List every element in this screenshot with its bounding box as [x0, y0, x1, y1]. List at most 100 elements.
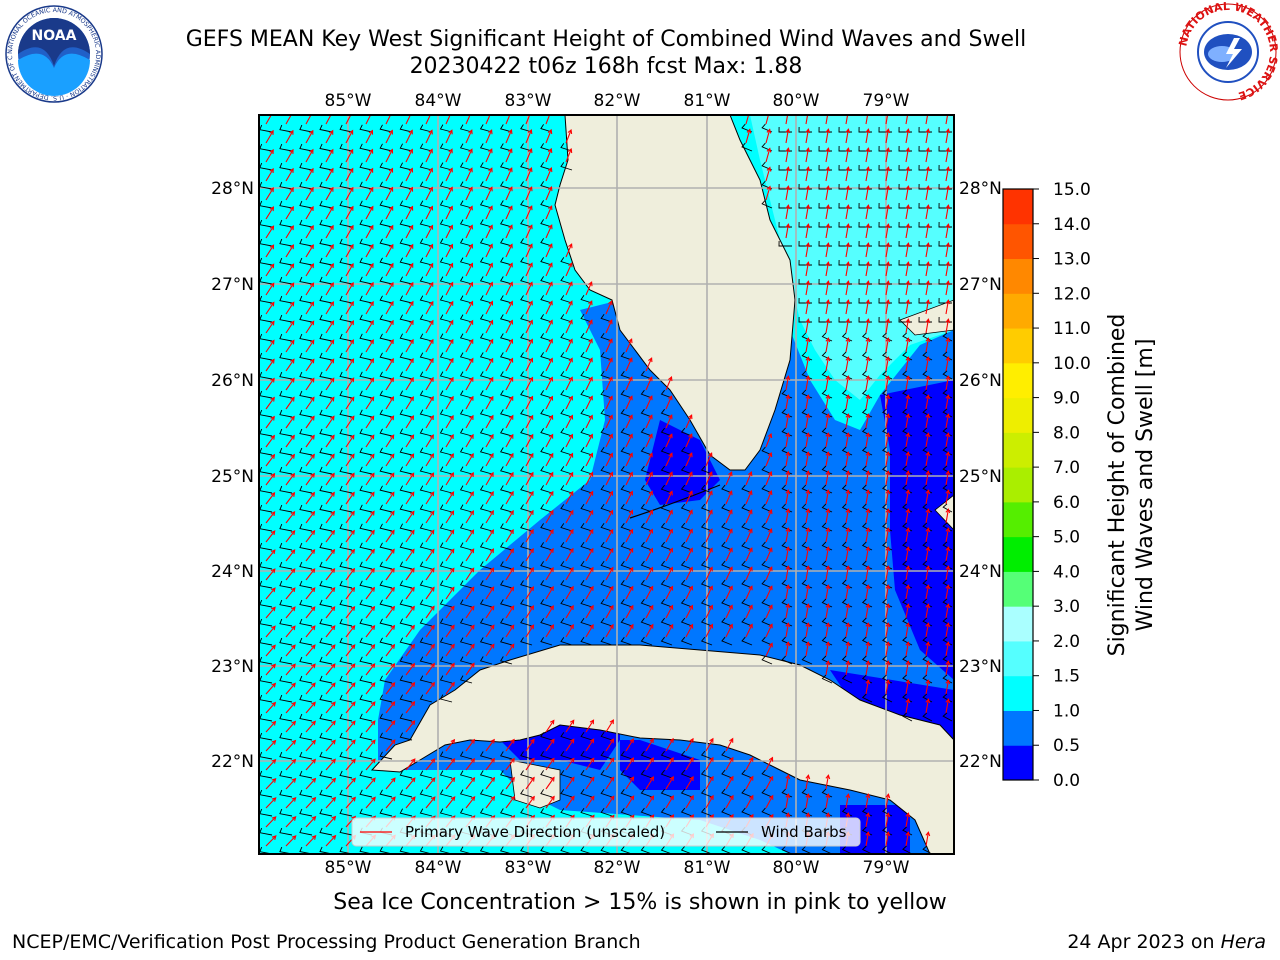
wind-barb: [600, 561, 613, 570]
wave-direction-arrowhead: [785, 527, 791, 533]
wave-direction-arrow: [405, 473, 415, 486]
wave-direction-arrow: [525, 282, 533, 296]
wave-direction-arrowhead: [510, 738, 515, 744]
wave-direction-arrow: [485, 491, 494, 505]
wave-direction-arrow: [945, 205, 949, 220]
wave-direction-arrowhead: [729, 756, 734, 762]
wind-barb: [279, 618, 293, 627]
wind-barb: [500, 580, 513, 589]
wave-direction-arrow: [265, 225, 274, 239]
wave-direction-arrowhead: [488, 357, 494, 363]
wave-direction-arrow: [485, 567, 494, 581]
wave-direction-arrowhead: [885, 261, 891, 267]
wave-direction-arrowhead: [488, 224, 493, 230]
wave-direction-arrowhead: [349, 396, 355, 402]
wave-direction-arrow: [605, 358, 613, 372]
wind-barb: [580, 352, 593, 361]
wave-direction-arrowhead: [689, 776, 694, 782]
wave-direction-arrowhead: [331, 834, 337, 840]
wave-direction-arrowhead: [490, 776, 496, 782]
wind-barb: [379, 295, 393, 304]
wave-direction-arrow: [545, 320, 553, 334]
wave-direction-arrow: [645, 491, 653, 505]
wave-direction-arrow: [925, 281, 929, 296]
wave-direction-arrowhead: [490, 757, 495, 763]
wind-barb: [540, 618, 553, 627]
wave-direction-arrow: [405, 415, 414, 429]
wave-direction-arrowhead: [749, 756, 754, 762]
wind-barb: [500, 200, 513, 209]
wave-direction-arrow: [485, 777, 495, 790]
wave-direction-arrow: [585, 339, 593, 353]
wave-direction-arrow: [905, 300, 909, 315]
wave-direction-arrow: [365, 568, 375, 581]
wave-direction-arrowhead: [885, 432, 891, 438]
wave-direction-arrowhead: [785, 185, 791, 191]
wave-direction-arrowhead: [548, 338, 553, 344]
wave-direction-arrow: [545, 796, 555, 809]
wave-direction-arrowhead: [569, 605, 574, 611]
wave-direction-arrow: [905, 452, 909, 467]
wave-direction-arrow: [785, 414, 789, 429]
wave-direction-arrowhead: [468, 205, 473, 211]
wave-direction-arrowhead: [588, 490, 594, 496]
wave-direction-arrowhead: [409, 510, 415, 516]
wave-direction-arrowhead: [269, 168, 274, 174]
wind-barb: [700, 636, 713, 646]
wave-direction-arrow: [625, 548, 634, 562]
wind-barb: [379, 238, 393, 247]
wave-direction-arrowhead: [885, 679, 891, 685]
wave-direction-arrowhead: [508, 224, 513, 230]
wave-direction-arrowhead: [865, 451, 871, 457]
wind-barb: [680, 788, 693, 798]
wind-barb: [419, 276, 433, 285]
wave-direction-arrow: [325, 644, 336, 657]
wave-direction-arrowhead: [388, 205, 394, 211]
wind-barb: [439, 371, 453, 380]
wind-barb: [279, 257, 293, 266]
wave-direction-arrowhead: [945, 242, 951, 248]
wind-barb: [399, 808, 413, 817]
wave-direction-arrow: [405, 358, 414, 372]
wave-direction-arrow: [905, 661, 909, 676]
wind-barb: [359, 181, 373, 190]
wave-direction-arrow: [285, 702, 296, 714]
wind-barb: [339, 751, 353, 760]
wave-direction-arrow: [325, 397, 335, 410]
colorbar-tick-label: 10.0: [1053, 354, 1091, 374]
wave-direction-arrow: [925, 585, 929, 600]
wind-barb: [319, 637, 333, 646]
wave-direction-arrowhead: [410, 586, 415, 592]
wave-direction-arrowhead: [350, 472, 355, 478]
wave-direction-arrowhead: [825, 394, 831, 400]
wave-direction-arrow: [825, 642, 829, 657]
wave-direction-arrowhead: [528, 338, 533, 344]
wave-direction-arrowhead: [767, 451, 773, 458]
wave-direction-arrow: [605, 586, 614, 600]
wave-direction-arrowhead: [805, 375, 811, 381]
wave-direction-arrow: [385, 453, 395, 467]
wave-direction-arrow: [545, 758, 555, 771]
wind-barb: [479, 580, 493, 589]
wave-direction-arrowhead: [390, 605, 395, 611]
wave-direction-arrowhead: [905, 584, 911, 590]
wave-direction-arrow: [305, 301, 314, 315]
wave-direction-arrowhead: [628, 490, 633, 496]
wave-direction-arrow: [325, 778, 336, 790]
wind-barb: [339, 276, 353, 285]
wind-barb: [540, 333, 553, 342]
wave-direction-arrow: [485, 796, 495, 809]
wave-direction-arrow: [925, 604, 929, 619]
wind-barb: [279, 200, 293, 209]
wave-direction-arrow: [905, 243, 909, 258]
wave-direction-arrowhead: [825, 489, 831, 495]
wave-direction-arrowhead: [945, 679, 951, 685]
wave-direction-arrow: [825, 623, 829, 638]
wind-barb: [459, 656, 473, 665]
wind-barb: [319, 409, 333, 418]
wind-barb: [500, 295, 513, 304]
wave-direction-arrow: [465, 663, 475, 676]
wave-direction-arrowhead: [845, 527, 851, 533]
wind-barb: [459, 428, 473, 437]
wave-direction-arrow: [905, 471, 909, 486]
